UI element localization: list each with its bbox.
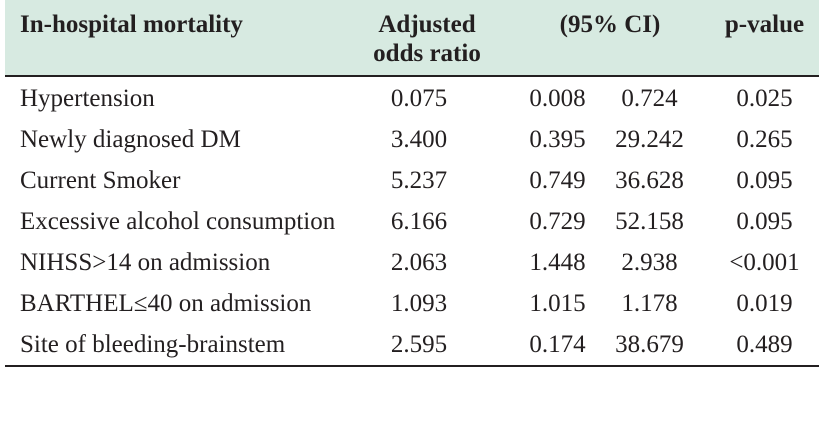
ci-low-cell: 0.749 [529,167,586,194]
table-header: In-hospital mortality Adjusted odds ratio… [5,0,819,77]
header-odds-ratio-line1: Adjusted [378,11,476,38]
ci-low-cell: 0.174 [510,323,602,367]
row-label: NIHSS>14 on admission [20,249,271,276]
odds-ratio-cell: 3.400 [390,126,448,153]
p-value-cell: 0.019 [736,290,793,317]
ci-high-cell: 29.242 [615,126,684,153]
table-row: Current Smoker 5.237 0.749 36.628 0.095 [5,159,819,200]
ci-high-cell: 0.724 [621,85,678,112]
table-row: Site of bleeding-brainstem 2.595 0.174 38.6… [5,323,819,367]
odds-ratio-cell: 1.093 [390,290,448,317]
p-value-cell: 0.095 [736,167,793,194]
ci-high-cell: 2.938 [621,249,678,276]
odds-ratio-cell: 0.075 [390,85,448,112]
row-label: Newly diagnosed DM [20,126,241,153]
header-row: In-hospital mortality Adjusted odds ratio… [5,0,819,77]
p-value-cell: 0.489 [710,323,819,367]
odds-ratio-cell: 2.595 [345,323,510,367]
p-value-cell: 0.095 [736,208,793,235]
ci-low-cell: 0.395 [529,126,586,153]
row-label: Site of bleeding-brainstem [5,323,345,367]
table-row: NIHSS>14 on admission 2.063 1.448 2.938 <0.0… [5,241,819,282]
ci-low-cell: 1.015 [529,290,586,317]
ci-low-cell: 0.729 [529,208,586,235]
row-label: Current Smoker [20,167,181,194]
p-value-cell: <0.001 [729,249,800,276]
header-odds-ratio: Adjusted odds ratio [345,0,510,77]
ci-high-cell: 1.178 [621,290,678,317]
header-p-value: p-value [710,0,819,77]
table-row: Excessive alcohol consumption 6.166 0.729 5… [5,200,819,241]
row-label: Hypertension [20,85,155,112]
ci-high-cell: 38.679 [602,323,710,367]
ci-low-cell: 1.448 [529,249,586,276]
odds-ratio-cell: 6.166 [390,208,448,235]
header-ci: (95% CI) [510,0,710,77]
ci-high-cell: 36.628 [615,167,684,194]
header-label: In-hospital mortality [5,0,345,77]
odds-ratio-cell: 2.063 [390,249,448,276]
row-label: BARTHEL≤40 on admission [20,290,312,317]
row-label: Excessive alcohol consumption [20,208,336,235]
p-value-cell: 0.025 [736,85,793,112]
mortality-odds-ratio-table: In-hospital mortality Adjusted odds ratio… [5,0,819,367]
odds-ratio-cell: 5.237 [390,167,448,194]
table-body: Hypertension 0.075 0.008 0.724 0.025 Newly di… [5,76,819,367]
mortality-table-container: In-hospital mortality Adjusted odds ratio… [5,0,819,443]
header-odds-ratio-line2: odds ratio [373,40,481,67]
table-row: BARTHEL≤40 on admission 1.093 1.015 1.178 0.… [5,282,819,323]
table-row: Hypertension 0.075 0.008 0.724 0.025 [5,76,819,118]
ci-low-cell: 0.008 [529,85,586,112]
table-row: Newly diagnosed DM 3.400 0.395 29.242 0.265 [5,118,819,159]
ci-high-cell: 52.158 [615,208,684,235]
p-value-cell: 0.265 [736,126,793,153]
